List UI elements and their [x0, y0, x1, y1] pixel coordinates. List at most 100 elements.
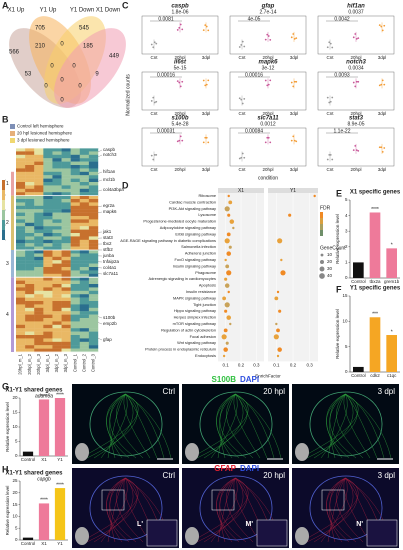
heatmap-cell: [70, 243, 80, 247]
sample-point: [178, 139, 181, 142]
sample-point: [178, 81, 181, 84]
heatmap-cell: [25, 280, 35, 285]
heatmap-cell: [70, 328, 80, 332]
cluster-label: 3: [6, 261, 9, 267]
fiber: [320, 477, 348, 543]
facet-strip: [218, 188, 264, 193]
heatmap-cell: [79, 239, 90, 244]
significance: ****: [56, 392, 64, 398]
legend-swatch: [10, 138, 15, 143]
heatmap-cell: [88, 267, 99, 271]
sample-point: [264, 141, 267, 144]
heatmap-cell: [79, 219, 90, 223]
heatmap-cell: [79, 267, 90, 271]
significance: ****: [371, 207, 379, 213]
pathway-label: Regulation of actin cytoskeleton: [161, 327, 216, 332]
heatmap-cell: [43, 263, 53, 268]
heatmap-cell: [25, 222, 35, 227]
bar: [54, 398, 66, 456]
heatmap-cell: [61, 287, 71, 291]
heatmap-cell: [25, 348, 35, 353]
heatmap-cell: [34, 335, 44, 339]
sample-point: [383, 147, 386, 149]
sample-point: [205, 136, 208, 139]
heatmap-cell: [16, 284, 26, 288]
inset-label: L': [137, 521, 143, 528]
heatmap-cell: [52, 263, 62, 268]
plot-frame: [141, 127, 219, 167]
p-value: 0.0081: [158, 16, 174, 22]
fiber: [329, 393, 357, 459]
sample-point: [293, 80, 296, 83]
heatmap-cell: [25, 253, 35, 257]
heatmap-cell: [70, 331, 80, 336]
x-tick-label: 0.2: [290, 363, 297, 368]
y-tick-label: 20: [12, 490, 18, 495]
heatmap-cell: [25, 185, 35, 189]
heatmap-cell: [52, 182, 62, 186]
heatmap-cell: [70, 301, 80, 305]
enrichment-dot: [226, 270, 232, 276]
pathway-label: PI3K-Akt signaling pathway: [169, 206, 216, 211]
heatmap-cell: [52, 304, 62, 308]
heatmap-cell: [79, 226, 90, 230]
fiber: [100, 477, 128, 543]
heatmap-cell: [43, 246, 53, 251]
x-tick-label: Control: [21, 541, 36, 546]
sample-point: [295, 140, 298, 143]
heatmap-cell: [52, 199, 62, 203]
heatmap-cell: [52, 222, 62, 227]
heatmap-cell: [61, 345, 71, 349]
heatmap-cell: [43, 199, 53, 203]
sample-point: [381, 79, 384, 82]
heatmap-cell: [70, 297, 80, 302]
heatmap-cell: [34, 284, 44, 288]
heatmap-cell: [70, 192, 80, 196]
y-tick-label: 5: [15, 439, 18, 444]
heatmap-cell: [25, 192, 35, 196]
heatmap-cell: [52, 314, 62, 319]
heatmap-cell: [34, 216, 44, 220]
venn-count: 0: [72, 64, 76, 70]
sample-point: [326, 158, 329, 161]
heatmap-cell: [43, 273, 53, 278]
heatmap-cell: [79, 185, 90, 189]
heatmap-cell: [16, 256, 26, 261]
heatmap-cell: [79, 277, 90, 281]
heatmap-cell: [61, 168, 71, 172]
heatmap-cell: [52, 256, 62, 261]
x-tick-label: Cnt: [238, 167, 246, 172]
enrichment-dot: [222, 354, 226, 358]
inset-box: [211, 489, 235, 511]
pathway-label: Lysosome: [198, 212, 216, 217]
gene-label: tnfaip2a: [103, 259, 120, 264]
stain-label: DAPI: [240, 464, 259, 473]
fiber: [109, 477, 137, 543]
x-tick-label: 20hpl: [174, 111, 185, 116]
heatmap-cell: [79, 222, 90, 227]
heatmap-cell: [88, 151, 99, 155]
legend-label: Control left hemisphere: [17, 124, 64, 129]
heatmap-cell: [88, 195, 99, 200]
heatmap-cell: [34, 321, 44, 325]
panel-label: E: [336, 188, 342, 198]
heatmap-cell: [34, 205, 44, 210]
heatmap-cell: [61, 202, 71, 206]
heatmap-cell: [43, 178, 53, 183]
sample-point: [179, 85, 182, 88]
size-key: [319, 259, 325, 265]
gene-pointer: [97, 149, 103, 153]
enrichment-dot: [280, 258, 283, 262]
sample-point: [264, 79, 267, 82]
heatmap-cell: [43, 345, 53, 349]
x-tick-label: 3dpl: [290, 111, 299, 116]
x-tick-label: 20hpl: [350, 55, 361, 60]
bar: [38, 399, 50, 456]
x-tick-label: Cnt: [326, 167, 334, 172]
sample-point: [152, 96, 155, 99]
heatmap-cell: [52, 250, 62, 254]
pathway-label: Protein process in endoplasmic reticulum: [145, 347, 216, 352]
pathway-label: Endocytosis: [195, 353, 216, 358]
sample-point: [202, 79, 205, 82]
pathway-label: AGE-RAGE signaling pathway in diabetic c…: [120, 238, 216, 243]
